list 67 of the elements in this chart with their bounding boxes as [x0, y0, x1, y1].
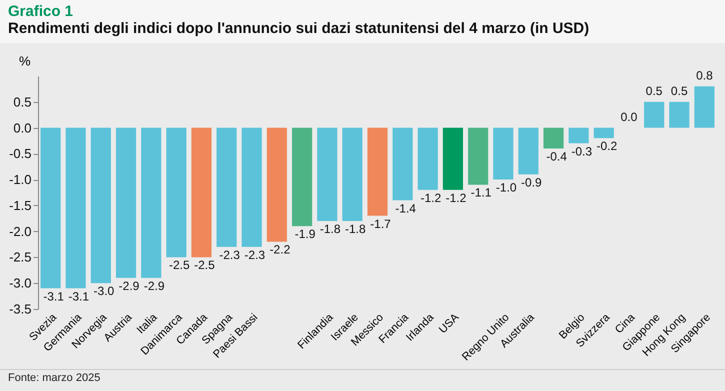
- bar: [543, 128, 564, 148]
- bar: [242, 128, 262, 247]
- data-label: -1.0: [496, 180, 517, 195]
- bar: [266, 128, 287, 242]
- data-label: 0.8: [696, 68, 714, 82]
- y-tick-label: 0.5: [13, 94, 32, 110]
- bar: [90, 128, 111, 284]
- chart-subtitle: Rendimenti degli indici dopo l'annuncio sui dazi statunitensi del 4 marzo (in USD): [8, 20, 590, 37]
- y-tick-label: 0.0: [13, 120, 32, 136]
- y-tick-label: -1.0: [9, 172, 32, 188]
- y-tick-label: -3.5: [9, 302, 32, 316]
- bar: [694, 86, 714, 128]
- data-label: -0.3: [571, 144, 592, 158]
- bar: [644, 102, 664, 128]
- data-label: -1.2: [446, 190, 467, 205]
- data-label: -3.0: [94, 284, 115, 298]
- y-tick-label: -3.0: [9, 276, 32, 291]
- bar: [468, 128, 488, 185]
- bar: [66, 128, 86, 288]
- y-tick-label: -2.5: [9, 250, 32, 265]
- data-label: -2.3: [244, 248, 266, 262]
- bar: [392, 128, 413, 200]
- chart-title: Grafico 1: [8, 3, 74, 20]
- data-label: -3.1: [68, 289, 90, 304]
- data-label: -1.7: [370, 216, 392, 231]
- bar: [40, 128, 61, 288]
- data-label: -1.8: [345, 222, 366, 236]
- data-label: -2.9: [144, 278, 165, 293]
- bar: [367, 128, 388, 216]
- data-label: -1.4: [395, 201, 416, 216]
- bar: [292, 128, 312, 226]
- bar: [669, 102, 690, 128]
- x-tick-label: USA: [436, 311, 462, 336]
- data-label: -2.5: [194, 258, 216, 272]
- bar: [442, 128, 464, 190]
- bar: [418, 128, 438, 190]
- bar: [216, 128, 237, 247]
- bar: [594, 128, 614, 138]
- data-label: -2.9: [118, 278, 140, 293]
- data-label: -0.4: [546, 149, 568, 164]
- y-axis-title: %: [18, 54, 31, 68]
- data-label: -2.3: [219, 248, 240, 262]
- bar: [317, 128, 338, 221]
- y-tick-label: -0.5: [9, 146, 32, 162]
- data-label: 0.5: [670, 84, 688, 98]
- source-note: Fonte: marzo 2025: [0, 369, 725, 384]
- data-label: -3.1: [43, 289, 64, 304]
- bar: [166, 128, 186, 258]
- data-label: -1.9: [294, 227, 316, 242]
- data-label: -1.2: [420, 190, 442, 205]
- bar: [568, 128, 589, 144]
- data-label: -0.9: [521, 175, 542, 190]
- bar: [518, 128, 538, 174]
- data-label: -1.8: [320, 222, 341, 236]
- data-label: 0.5: [646, 84, 663, 98]
- data-label: -1.1: [470, 186, 492, 200]
- data-label: -2.2: [270, 242, 291, 257]
- bar: [116, 128, 136, 278]
- bar: [141, 128, 162, 278]
- data-label: -0.2: [596, 139, 618, 154]
- bar: [342, 128, 362, 221]
- data-label: 0.0: [620, 110, 638, 124]
- data-label: -2.5: [168, 258, 190, 272]
- bar: [493, 128, 514, 180]
- y-tick-label: -2.0: [9, 224, 32, 239]
- bar: [191, 128, 212, 258]
- y-tick-label: -1.5: [9, 198, 32, 213]
